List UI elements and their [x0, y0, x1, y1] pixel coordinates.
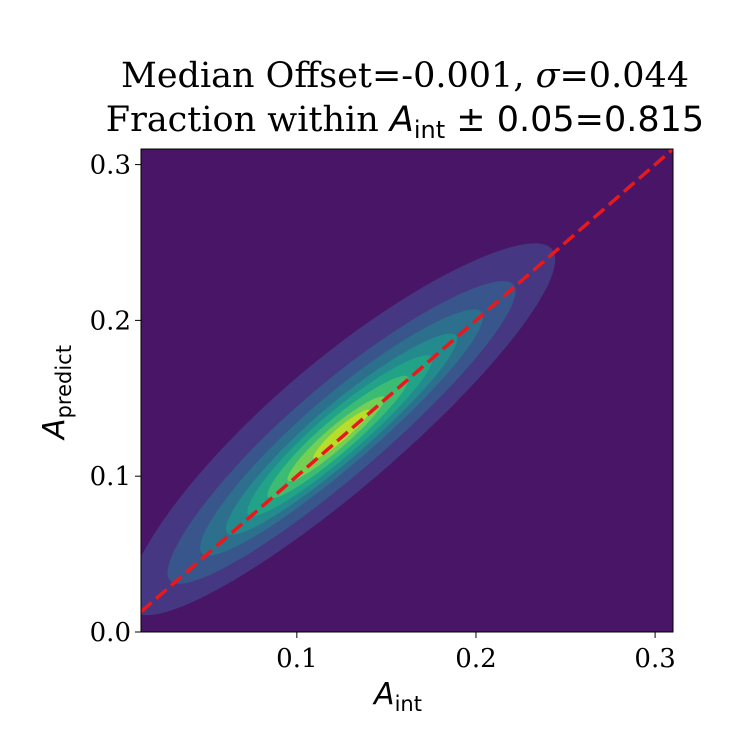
x-tick-label: 0.1 — [276, 644, 317, 674]
x-axis-label: Aint — [372, 677, 422, 716]
y-tick-label: 0.3 — [90, 151, 131, 181]
y-tick-label: 0.0 — [90, 618, 131, 648]
x-tick-label: 0.2 — [455, 644, 496, 674]
reference-line — [141, 149, 673, 614]
plot-frame — [140, 148, 674, 633]
density-level-8 — [313, 409, 370, 459]
y-tick-label: 0.2 — [90, 306, 131, 336]
title-line-1: Median Offset=-0.001, σ=0.044 — [121, 56, 689, 96]
title-line-2: Fraction within Aint ± 0.05=0.815 — [106, 100, 704, 144]
x-tick-label: 0.3 — [634, 644, 675, 674]
x-axis-ticks: 0.1 0.2 0.3 — [276, 632, 676, 674]
y-axis-label: Apredict — [37, 345, 76, 441]
y-axis-ticks: 0.0 0.1 0.2 0.3 — [90, 151, 141, 648]
density-contours — [141, 243, 556, 616]
y-tick-label: 0.1 — [90, 462, 131, 492]
